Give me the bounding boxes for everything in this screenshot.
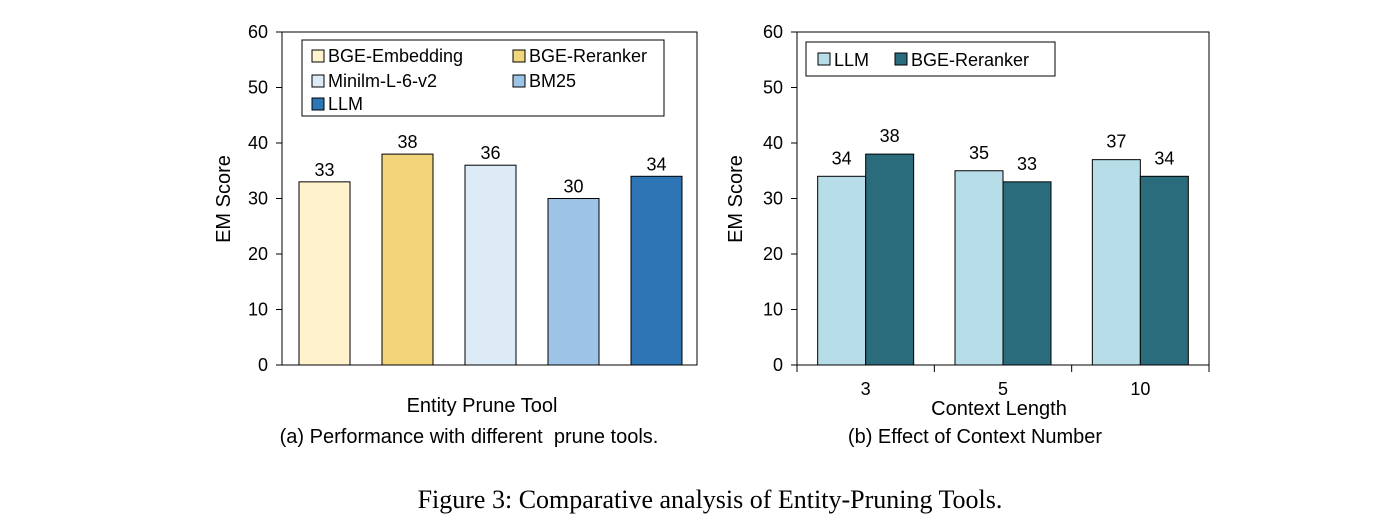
chart-b-legend-box: [805, 41, 1056, 77]
bar-llm-3: [817, 175, 867, 366]
bar-bge-embedding: [298, 181, 351, 366]
bar-llm: [630, 175, 683, 366]
y-tick-label: 40: [248, 133, 268, 153]
chart-a-y-label: EM Score: [213, 155, 235, 243]
bar-value-label: 38: [880, 126, 900, 146]
legend-label: BGE-Embedding: [328, 46, 463, 66]
bar-llm-10: [1091, 159, 1141, 366]
x-tick-label: 3: [861, 379, 871, 399]
bar-value-label: 34: [646, 154, 666, 174]
legend-swatch: [817, 52, 831, 66]
legend-swatch: [311, 97, 325, 111]
bar-value-label: 34: [1154, 148, 1174, 168]
legend-swatch: [894, 52, 908, 66]
bar-bge-reranker-3: [865, 153, 915, 366]
bar-value-label: 34: [832, 148, 852, 168]
chart-b-bars: [817, 153, 1189, 366]
chart-a-legend-box: [301, 39, 665, 117]
chart-b-data-labels: 34 38 35 33 37 34: [832, 126, 1175, 174]
bar-bge-reranker-10: [1139, 175, 1189, 366]
bar-bm25: [547, 198, 600, 366]
bar-value-label: 38: [397, 132, 417, 152]
y-tick-label: 60: [248, 22, 268, 42]
legend-label: BGE-Reranker: [529, 46, 647, 66]
legend-swatch: [512, 74, 526, 88]
chart-b-legend: LLM BGE-Reranker: [805, 41, 1056, 77]
y-tick-label: 60: [763, 22, 783, 42]
bar-value-label: 30: [563, 177, 583, 197]
y-tick-label: 50: [248, 78, 268, 98]
y-tick-label: 50: [763, 78, 783, 98]
chart-b-x-label: Context Length: [931, 398, 1067, 420]
bar-value-label: 37: [1106, 132, 1126, 152]
bar-value-label: 33: [1017, 154, 1037, 174]
legend-swatch: [512, 49, 526, 63]
y-tick-label: 0: [773, 355, 783, 375]
chart-a-y-axis: 0 10 20 30 40 50 60: [248, 22, 282, 375]
bar-llm-5: [954, 170, 1004, 366]
y-tick-label: 20: [248, 244, 268, 264]
bar-bge-reranker-5: [1002, 181, 1052, 366]
bar-value-label: 33: [314, 160, 334, 180]
chart-b-y-label: EM Score: [725, 155, 747, 243]
chart-b-y-axis: 0 10 20 30 40 50 60: [763, 22, 797, 375]
chart-a-caption: (a) Performance with different prune too…: [280, 426, 659, 448]
legend-swatch: [311, 74, 325, 88]
y-tick-label: 0: [258, 355, 268, 375]
bar-value-label: 35: [969, 143, 989, 163]
chart-a-data-labels: 33 38 36 30 34: [314, 132, 666, 196]
chart-b-caption: (b) Effect of Context Number: [848, 426, 1103, 448]
y-tick-label: 30: [248, 189, 268, 209]
bar-minilm-l-6-v2: [464, 164, 517, 366]
y-tick-label: 10: [248, 300, 268, 320]
y-tick-label: 40: [763, 133, 783, 153]
chart-a-bars: [298, 153, 683, 366]
x-tick-label: 10: [1130, 379, 1150, 399]
figure-caption: Figure 3: Comparative analysis of Entity…: [418, 485, 1003, 514]
chart-a-x-label: Entity Prune Tool: [407, 395, 558, 417]
y-tick-label: 30: [763, 189, 783, 209]
legend-label: Minilm-L-6-v2: [328, 71, 437, 91]
legend-label: LLM: [328, 94, 363, 114]
y-tick-label: 10: [763, 300, 783, 320]
bar-value-label: 36: [480, 143, 500, 163]
chart-b-x-ticks: 3 5 10: [796, 365, 1210, 399]
legend-swatch: [311, 49, 325, 63]
x-tick-label: 5: [998, 379, 1008, 399]
legend-label: BM25: [529, 71, 576, 91]
bar-bge-reranker: [381, 153, 434, 366]
chart-a-legend: BGE-Embedding BGE-Reranker Minilm-L-6-v2 BM…: [301, 39, 665, 117]
legend-label: BGE-Reranker: [911, 50, 1029, 70]
legend-label: LLM: [834, 50, 869, 70]
y-tick-label: 20: [763, 244, 783, 264]
